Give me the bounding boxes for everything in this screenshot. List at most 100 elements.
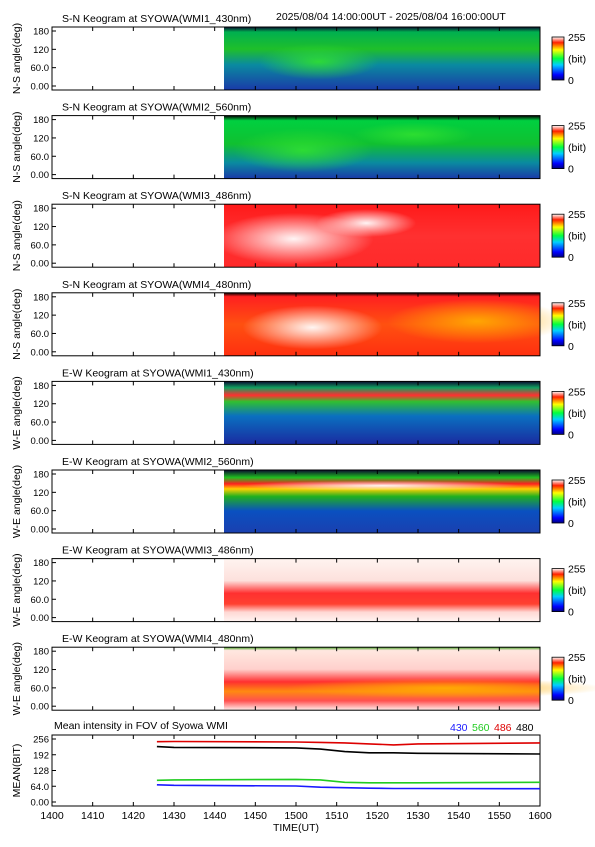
time-axis: 1400 1410 1420 1430 1440 1450 1500 1510 1520 1530… [40,27,552,834]
colorbar-max-label: 255 [568,32,586,44]
keogram-image [224,381,540,445]
aurora-band [242,305,383,350]
y-tick-label: 60.0 [31,683,50,694]
colorbar-unit-label: (bit) [568,674,586,686]
legend-entry-560: 560 [472,722,490,734]
aurora-band [316,209,417,238]
x-tick-label: 1540 [447,810,471,822]
y-tick-label: 256 [33,735,49,746]
series-line-480 [156,745,541,755]
x-tick-label: 1440 [203,810,227,822]
colorbar-unit-label: (bit) [568,585,586,597]
panel-title: E-W Keogram at SYOWA(WMI1_430nm) [62,367,254,379]
y-tick-label: 120 [33,399,49,410]
keogram-panel: E-W Keogram at SYOWA(WMI1_430nm) 180 120 60… [11,367,586,449]
series-line-486 [156,740,541,746]
colorbar-min-label: 0 [568,429,574,441]
x-axis-label: TIME(UT) [273,822,319,834]
y-tick-label: 0.00 [31,702,50,713]
aurora-band [285,678,595,699]
y-tick-label: 60.0 [31,152,50,163]
panel-title: E-W Keogram at SYOWA(WMI4_480nm) [62,633,254,645]
colorbar [551,568,565,612]
y-tick-label: 180 [33,470,49,481]
keogram-image [224,558,540,622]
mean-intensity-panel: Mean intensity in FOV of Syowa WMI 256 192… [11,720,541,809]
x-tick-label: 1600 [528,810,552,822]
y-tick-label: 60.0 [31,329,50,340]
colorbar [551,213,565,258]
colorbar [551,656,565,701]
x-tick-label: 1400 [40,810,64,822]
colorbar-unit-label: (bit) [568,408,586,420]
y-tick-label: 0.00 [31,436,50,447]
legend-entry-430: 430 [450,722,468,734]
y-axis-label: N-S angle(deg) [11,23,23,94]
panel-title: S-N Keogram at SYOWA(WMI2_560nm) [62,102,251,114]
colorbar [551,390,565,435]
colorbar-unit-label: (bit) [568,497,586,509]
chart-title: Mean intensity in FOV of Syowa WMI [54,720,228,732]
aurora-band [258,43,379,80]
y-axis-label: W-E angle(deg) [11,642,23,715]
colorbar-unit-label: (bit) [568,319,586,331]
y-axis-label: N-S angle(deg) [11,200,23,271]
panel-title: E-W Keogram at SYOWA(WMI3_486nm) [62,545,254,557]
keogram-panel: S-N Keogram at SYOWA(WMI2_560nm) 180 120 60… [11,102,586,183]
x-tick-label: 1430 [162,810,186,822]
colorbar-min-label: 0 [568,164,574,176]
x-tick-label: 1420 [122,810,146,822]
aurora-band [233,128,373,173]
series-line-560 [156,778,541,784]
y-tick-label: 128 [33,766,49,777]
series-line-430 [156,784,541,790]
keogram-panel: S-N Keogram at SYOWA(WMI3_486nm) 180 120 60… [11,190,586,271]
y-tick-label: 60.0 [31,506,50,517]
panel-title: S-N Keogram at SYOWA(WMI3_486nm) [62,190,251,202]
y-tick-label: 0.00 [31,259,50,270]
keogram-panel: S-N Keogram at SYOWA(WMI1_430nm) 180 120 60… [11,13,586,94]
colorbar-min-label: 0 [568,252,574,264]
y-axis-label: W-E angle(deg) [11,553,23,626]
x-tick-label: 1520 [366,810,390,822]
y-axis-label: N-S angle(deg) [11,289,23,360]
aurora-band [386,299,567,344]
colorbar-max-label: 255 [568,652,586,664]
keogram-panel: S-N Keogram at SYOWA(WMI4_480nm) 180 120 60… [11,279,586,360]
keogram-panel: E-W Keogram at SYOWA(WMI4_480nm) 180 120 60… [11,633,595,715]
panel-title: S-N Keogram at SYOWA(WMI4_480nm) [62,279,251,291]
y-tick-label: 120 [33,311,49,322]
y-tick-label: 120 [33,45,49,56]
y-tick-label: 0.00 [31,82,50,93]
colorbar [551,302,565,347]
y-tick-label: 0.00 [31,347,50,358]
x-tick-label: 1410 [81,810,105,822]
colorbar [551,36,565,81]
colorbar-max-label: 255 [568,564,586,576]
y-tick-label: 180 [33,558,49,569]
keogram-panel: E-W Keogram at SYOWA(WMI2_560nm) 180 120 60… [11,456,586,538]
x-tick-label: 1550 [488,810,512,822]
y-tick-label: 0.00 [31,613,50,624]
y-tick-label: 0.00 [31,798,50,809]
colorbar-min-label: 0 [568,695,574,707]
panel-title: S-N Keogram at SYOWA(WMI1_430nm) [62,13,251,25]
colorbar-min-label: 0 [568,341,574,353]
colorbar-unit-label: (bit) [568,231,586,243]
y-tick-label: 120 [33,222,49,233]
y-tick-label: 0.00 [31,525,50,536]
keogram-panels: S-N Keogram at SYOWA(WMI1_430nm) 180 120 60… [11,13,595,715]
x-tick-label: 1500 [284,810,308,822]
y-tick-label: 192 [33,750,49,761]
aurora-band [353,122,474,147]
y-axis-label: W-E angle(deg) [11,465,23,538]
y-tick-label: 60.0 [31,418,50,429]
colorbar-max-label: 255 [568,386,586,398]
panel-title: E-W Keogram at SYOWA(WMI2_560nm) [62,456,254,468]
legend-entry-480: 480 [516,722,534,734]
y-tick-label: 180 [33,27,49,38]
y-tick-label: 180 [33,381,49,392]
y-tick-label: 180 [33,204,49,215]
y-axis-label: MEAN(BIT) [11,744,23,798]
